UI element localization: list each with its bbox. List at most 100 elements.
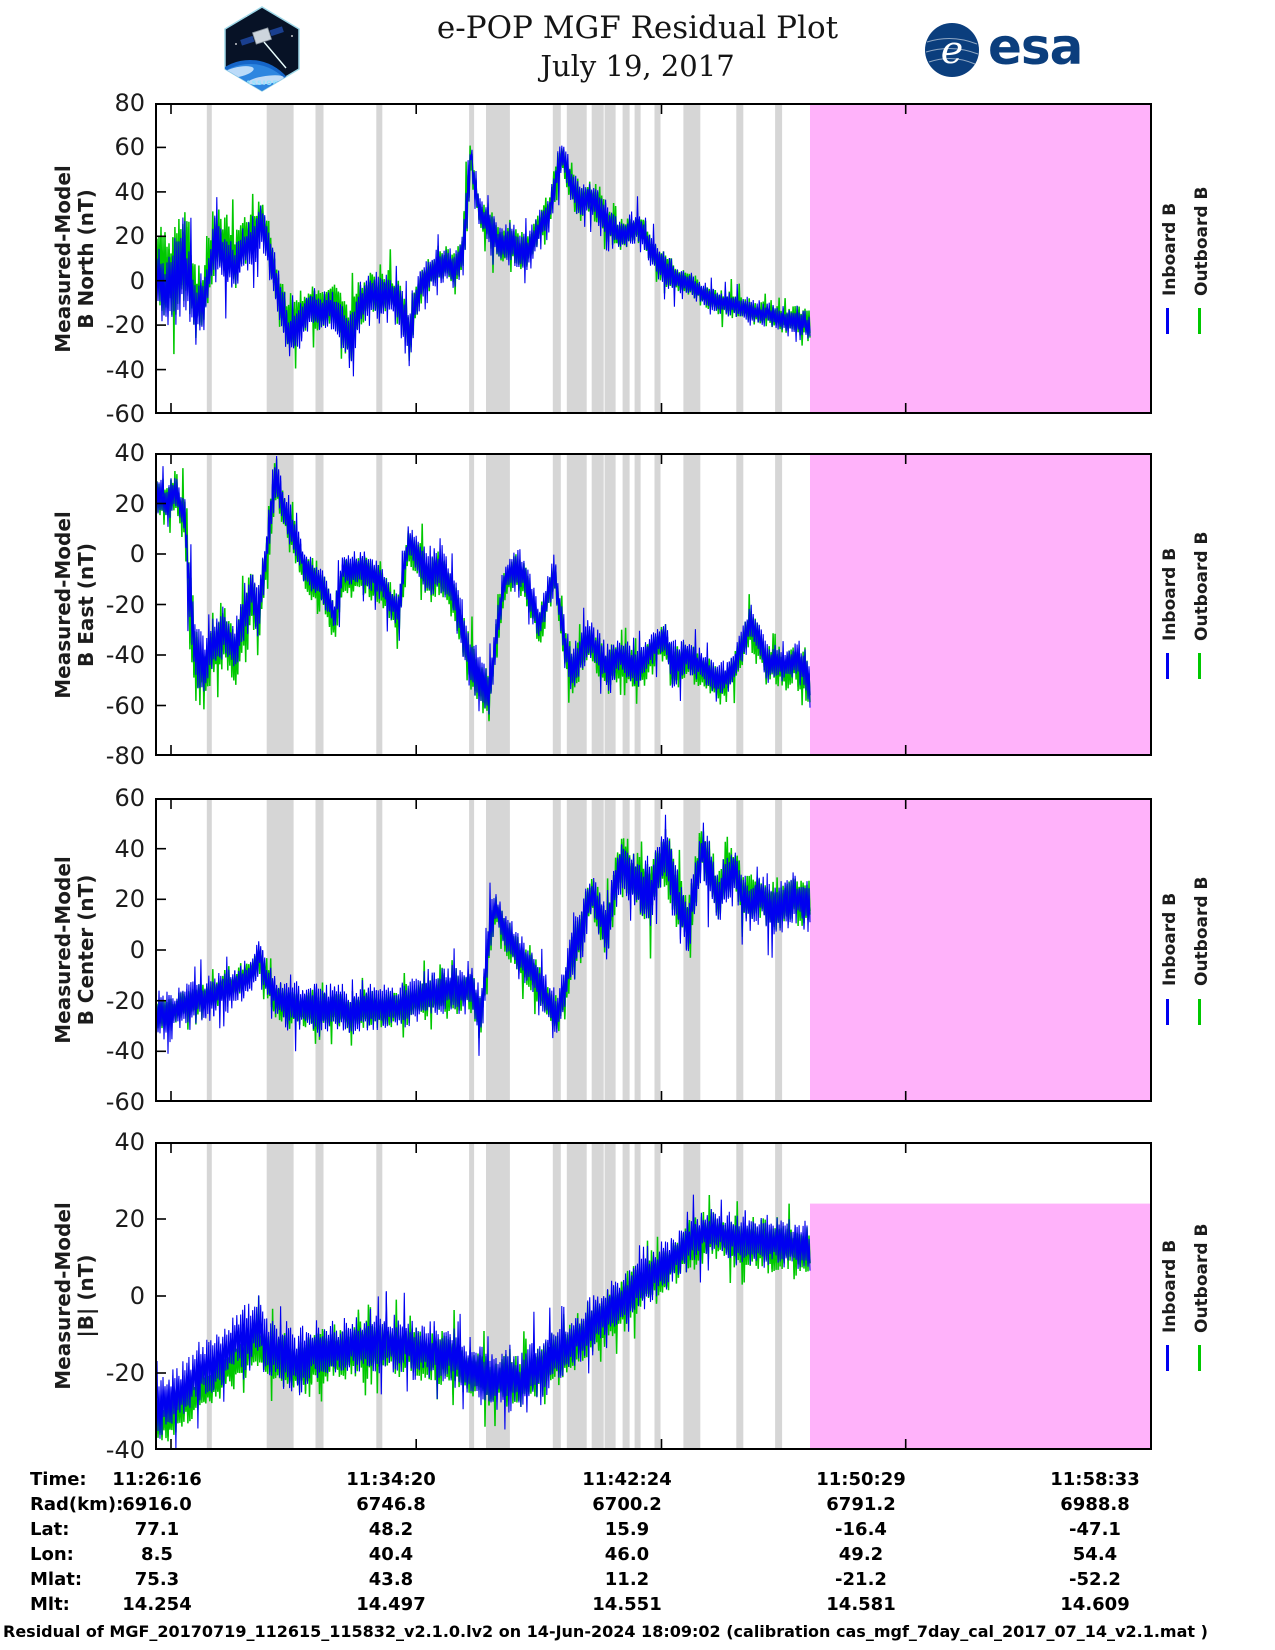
data-gap-band: [736, 798, 744, 1102]
data-gap-band: [266, 798, 294, 1102]
panel-b-center-chart: [155, 798, 1152, 1102]
data-gap-band: [566, 1142, 587, 1450]
legend-tick-inboard: [1166, 998, 1169, 1025]
data-gap-band: [683, 1142, 701, 1450]
table-cell: 11:34:20: [346, 1469, 436, 1490]
table-cell: 6746.8: [356, 1494, 426, 1515]
table-cell: 11.2: [604, 1569, 650, 1590]
table-row-label: Mlat:: [30, 1569, 83, 1590]
data-gap-band: [622, 453, 630, 756]
y-tick-label: -20: [105, 311, 145, 340]
y-axis-label-line1: Measured-Model: [51, 856, 75, 1044]
panel-b-east-chart: [155, 453, 1152, 756]
legend-tick-inboard: [1166, 308, 1169, 335]
data-gap-band: [315, 798, 324, 1102]
data-gap-band: [775, 1142, 783, 1450]
data-gap-band: [604, 103, 616, 414]
cassiope-patch-icon: CASSIOPE: [224, 6, 300, 92]
data-gap-band: [469, 1142, 475, 1450]
legend-label-outboard: Outboard B: [1192, 531, 1212, 641]
esa-globe-icon: e: [925, 23, 979, 77]
y-tick-label: -60: [105, 1088, 145, 1116]
data-gap-band: [591, 103, 604, 414]
title-block: e-POP MGF Residual Plot July 19, 2017: [0, 10, 1275, 83]
y-tick-label: -40: [105, 1436, 145, 1464]
y-tick-label: 40: [114, 834, 145, 863]
data-gap-band: [591, 1142, 604, 1450]
data-gap-band: [206, 798, 212, 1102]
svg-text:e: e: [941, 28, 964, 72]
data-gap-band: [654, 798, 661, 1102]
data-gap-band: [486, 798, 510, 1102]
inboard-trace: [155, 1194, 811, 1439]
y-axis-label-line2: B North (nT): [74, 188, 98, 329]
data-gap-band: [566, 103, 587, 414]
y-tick-label: -60: [105, 691, 145, 720]
legend-tick-inboard: [1166, 1345, 1169, 1372]
y-tick-label: 20: [114, 885, 145, 914]
data-gap-band: [469, 103, 475, 414]
table-cell: 14.609: [1060, 1594, 1130, 1615]
y-tick-label: 60: [114, 784, 145, 812]
table-cell: 14.581: [826, 1594, 896, 1615]
table-cell: -47.1: [1069, 1519, 1121, 1540]
table-cell: 6916.0: [122, 1494, 192, 1515]
data-gap-band: [266, 1142, 294, 1450]
data-gap-band: [469, 798, 475, 1102]
table-cell: 11:26:16: [112, 1469, 202, 1490]
data-gap-band: [486, 103, 510, 414]
legend-tick-outboard: [1198, 1345, 1201, 1372]
data-gap-band: [552, 1142, 561, 1450]
legend-tick-outboard: [1198, 652, 1201, 679]
table-cell: 15.9: [604, 1519, 650, 1540]
y-axis-label: Measured-Model |B| (nT): [51, 1202, 98, 1390]
table-cell: -16.4: [835, 1519, 887, 1540]
maneuver-shade-region: [810, 453, 1152, 756]
panel-b-magnitude: [155, 1142, 1152, 1450]
data-gap-band: [315, 103, 324, 414]
data-gap-band: [634, 103, 641, 414]
table-cell: -52.2: [1069, 1569, 1121, 1590]
data-gap-band: [376, 798, 383, 1102]
y-axis-label-line2: B Center (nT): [74, 874, 98, 1026]
legend-tick-inboard: [1166, 652, 1169, 679]
data-gap-band: [775, 453, 783, 756]
data-gap-band: [376, 1142, 383, 1450]
y-tick-label: -20: [105, 986, 145, 1015]
data-gap-band: [736, 453, 744, 756]
y-tick-label: -80: [105, 742, 145, 770]
table-cell: 11:42:24: [582, 1469, 672, 1490]
data-gap-band: [591, 453, 604, 756]
legend-tick-outboard: [1198, 308, 1201, 335]
table-cell: 43.8: [368, 1569, 414, 1590]
panel-b-east: [155, 453, 1152, 756]
y-axis-label-line2: B East (nT): [74, 542, 98, 667]
y-tick-label: -40: [105, 1037, 145, 1066]
data-gap-band: [552, 103, 561, 414]
y-tick-label: 60: [114, 133, 145, 162]
y-axis-label-line2: |B| (nT): [74, 1254, 98, 1338]
y-tick-label: -20: [105, 1359, 145, 1387]
y-tick-label: 0: [129, 936, 145, 964]
table-cell: 11:58:33: [1050, 1469, 1140, 1490]
table-cell: 11:50:29: [816, 1469, 906, 1490]
y-axis-label-line1: Measured-Model: [51, 510, 75, 699]
data-gap-band: [376, 103, 383, 414]
legend-label-inboard: Inboard B: [1160, 202, 1180, 296]
panel-b-north: [155, 103, 1152, 414]
y-tick-label: 20: [114, 222, 145, 251]
y-tick-label: 40: [114, 1128, 145, 1156]
y-tick-label: 0: [129, 540, 145, 568]
data-gap-band: [604, 453, 616, 756]
data-gap-band: [736, 103, 744, 414]
data-gap-band: [683, 103, 701, 414]
table-cell: 77.1: [134, 1519, 180, 1540]
table-cell: 6700.2: [592, 1494, 662, 1515]
y-tick-label: -40: [105, 641, 145, 669]
table-row-label: Time:: [30, 1469, 87, 1490]
y-tick-label: 0: [129, 1282, 145, 1310]
esa-wordmark: esa: [988, 18, 1083, 76]
inboard-trace: [155, 814, 811, 1056]
